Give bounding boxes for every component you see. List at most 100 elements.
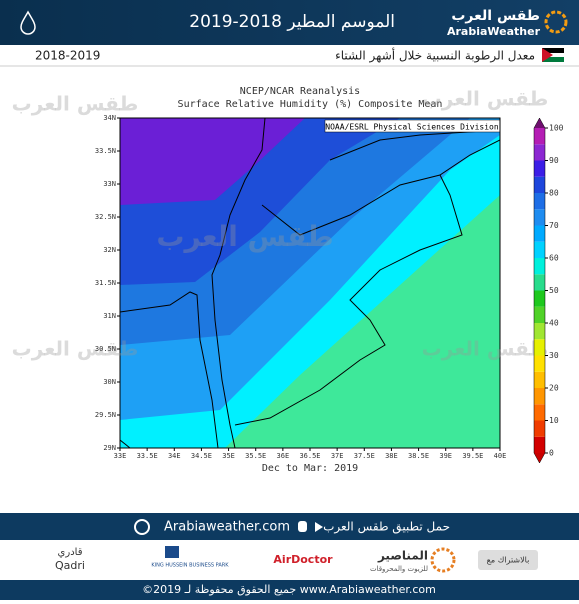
colorbar-segment xyxy=(534,225,545,242)
colorbar-segment xyxy=(534,371,545,388)
colorbar-tick-label: 60 xyxy=(549,254,559,263)
x-tick-label: 33.5E xyxy=(137,452,158,460)
colorbar-segment xyxy=(534,176,545,193)
colorbar-segment xyxy=(534,323,545,340)
colorbar-tick-label: 90 xyxy=(549,156,559,165)
border xyxy=(261,139,500,236)
footer-bar xyxy=(0,580,579,600)
y-tick-label: 32N xyxy=(103,246,116,254)
header-title: الموسم المطير 2018-2019 xyxy=(189,12,395,32)
source: NOAA/ESRL Physical Sciences Division xyxy=(325,123,499,132)
sponsor-1-sub: للزيوت والمحروقات xyxy=(370,565,428,573)
colorbar-segment xyxy=(534,128,545,145)
x-tick-label: 34E xyxy=(168,452,181,460)
colorbar-segment xyxy=(534,209,545,226)
y-tick-label: 30.5N xyxy=(95,345,116,353)
colorbar-segment xyxy=(534,241,545,258)
y-tick-label: 34N xyxy=(103,114,116,122)
colorbar-segment xyxy=(534,306,545,323)
colorbar-tick-label: 100 xyxy=(549,124,564,133)
x-tick-label: 39E xyxy=(439,452,452,460)
map-title: NCEP/NCAR Reanalysis xyxy=(240,86,360,97)
x-tick-label: 40E xyxy=(494,452,507,460)
y-tick-label: 30N xyxy=(103,378,116,386)
sponsor-3: KING HUSSEIN BUSINESS PARK xyxy=(151,563,229,569)
sponsor-label-box xyxy=(478,550,538,570)
x-tick-label: 35E xyxy=(222,452,235,460)
watermark: طقس العرب xyxy=(156,220,333,253)
colorbar-segment xyxy=(534,290,545,307)
site-icon xyxy=(134,519,150,535)
colorbar-segment xyxy=(534,160,545,177)
sponsor-label: بالاشتراك مع xyxy=(487,556,530,565)
site: Arabiaweather.com xyxy=(164,520,290,535)
app-bar xyxy=(0,513,579,540)
sponsor-logo xyxy=(430,547,456,573)
border xyxy=(211,118,266,448)
colorbar-segment xyxy=(534,355,545,372)
apple-icon xyxy=(298,521,307,532)
header-bar xyxy=(0,0,579,45)
colorbar-segment xyxy=(534,420,545,437)
map-subtitle: Surface Relative Humidity (%) Composite … xyxy=(178,99,443,110)
watermark: طقس العرب xyxy=(422,87,549,111)
watermark: طقس العرب xyxy=(12,92,139,116)
x-tick-label: 36.5E xyxy=(299,452,320,460)
y-tick-label: 29.5N xyxy=(95,411,116,419)
sponsor-4-ar: قادري xyxy=(58,547,83,558)
colorbar-tick-label: 20 xyxy=(549,384,559,393)
x-tick-label: 33E xyxy=(114,452,127,460)
watermark: طقس العرب xyxy=(422,337,549,361)
colorbar-tick-label: 70 xyxy=(549,221,559,230)
colorbar-segment xyxy=(534,404,545,421)
colorbar: 0 10 20 30 40 50 60 70 80 90 100 xyxy=(533,117,564,464)
play-icon xyxy=(315,522,323,532)
colorbar-tick-label: 10 xyxy=(549,416,559,425)
logo-ar: طقس العرب xyxy=(451,8,540,24)
y-tick-label: 31.5N xyxy=(95,279,116,287)
subheader-text: معدل الرطوبة النسبية خلال أشهر الشتاء xyxy=(335,48,535,64)
y-tick-label: 33N xyxy=(103,180,116,188)
x-tick-label: 39.5E xyxy=(462,452,483,460)
x-tick-label: 38.5E xyxy=(408,452,429,460)
y-tick-label: 31N xyxy=(103,312,116,320)
colorbar-over xyxy=(534,118,545,128)
x-tick-label: 36E xyxy=(277,452,290,460)
map-axes: 33E 33.5E 34E 34.5E 35E 35.5E 36E 36.5E 37E 37.5E… xyxy=(95,114,506,460)
x-tick-label: 38E xyxy=(385,452,398,460)
map-field xyxy=(120,118,500,448)
drop-icon xyxy=(20,10,36,35)
copyright: ©2019 جميع الحقوق محفوظة لـ www.Arabiawe… xyxy=(142,583,436,596)
border xyxy=(120,439,131,448)
x-tick-label: 37E xyxy=(331,452,344,460)
border xyxy=(329,129,500,161)
sponsor-4-en: Qadri xyxy=(55,559,85,572)
colorbar-under xyxy=(534,453,545,463)
sponsor-1: المناصير xyxy=(377,549,428,563)
colorbar-tick-label: 50 xyxy=(549,286,559,295)
colorbar-tick-label: 30 xyxy=(549,351,559,360)
border xyxy=(234,174,463,426)
field-purple xyxy=(120,118,305,205)
flag-stripe xyxy=(542,57,564,62)
colorbar-tick-label: 0 xyxy=(549,449,554,458)
x-tick-label: 37.5E xyxy=(354,452,375,460)
watermarks: طقس العرب طقس العرب طقس العرب طقس العرب … xyxy=(12,87,549,361)
x-tick-label: 35.5E xyxy=(245,452,266,460)
logo-en: ArabiaWeather xyxy=(447,25,541,38)
season: 2018-2019 xyxy=(35,49,100,63)
y-tick-label: 29N xyxy=(103,444,116,452)
logo-sun xyxy=(544,10,568,34)
colorbar-segment xyxy=(534,258,545,275)
colorbar-tick-label: 80 xyxy=(549,189,559,198)
borders xyxy=(120,118,500,448)
sponsor-2: AirDoctor xyxy=(273,553,333,566)
app-text: حمل تطبيق طقس العرب xyxy=(323,520,450,535)
y-tick-label: 33.5N xyxy=(95,147,116,155)
colorbar-segment xyxy=(534,436,545,453)
y-tick-label: 32.5N xyxy=(95,213,116,221)
colorbar-segment xyxy=(534,193,545,210)
border xyxy=(120,291,219,448)
